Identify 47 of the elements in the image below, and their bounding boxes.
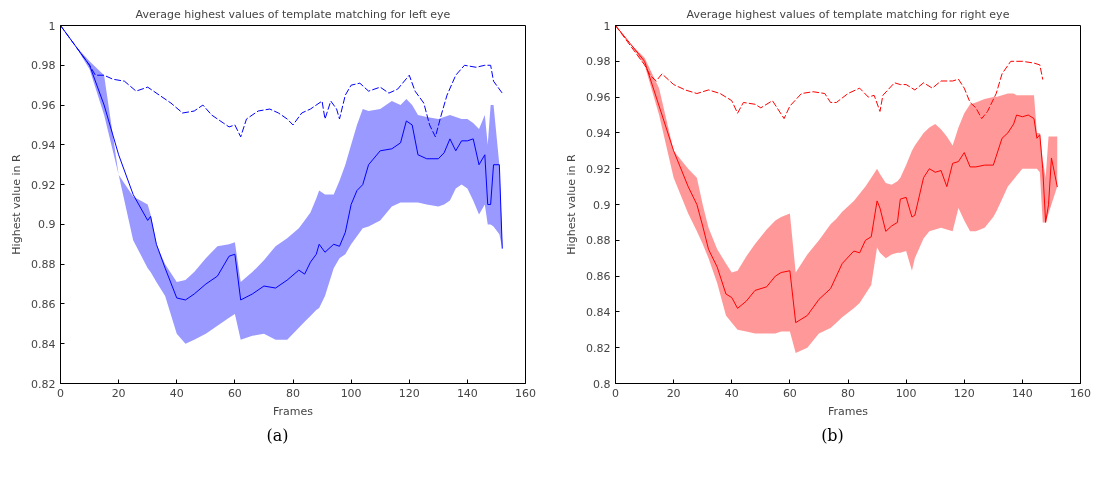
y-tick-label: 0.98 xyxy=(586,55,611,69)
x-tick-label: 100 xyxy=(895,386,917,400)
y-tick-label: 0.96 xyxy=(586,91,611,105)
chart-title: Average highest values of template matching for right eye xyxy=(686,7,1010,21)
y-axis-title: Highest value in R xyxy=(10,153,24,255)
x-tick-label: 60 xyxy=(782,386,797,400)
y-tick-label: 0.9 xyxy=(38,218,56,232)
y-tick-label: 0.84 xyxy=(586,305,611,319)
x-tick-label: 20 xyxy=(666,386,681,400)
y-tick-label: 0.96 xyxy=(31,99,56,113)
x-tick-label: 120 xyxy=(953,386,975,400)
x-tick-label: 40 xyxy=(169,386,184,400)
y-tick-label: 0.84 xyxy=(31,337,56,351)
x-tick-label: 40 xyxy=(724,386,739,400)
y-tick-label: 1 xyxy=(603,19,611,33)
y-tick-label: 0.98 xyxy=(31,59,56,73)
y-tick-label: 0.92 xyxy=(586,162,611,176)
x-tick-label: 0 xyxy=(612,386,619,400)
x-tick-label: 100 xyxy=(340,386,362,400)
x-tick-label: 20 xyxy=(111,386,126,400)
y-tick-label: 0.94 xyxy=(586,126,611,140)
x-tick-label: 0 xyxy=(57,386,64,400)
y-tick-label: 0.82 xyxy=(586,341,611,355)
y-tick-label: 0.88 xyxy=(31,258,56,272)
y-tick-label: 0.9 xyxy=(593,198,611,212)
y-tick-label: 0.82 xyxy=(31,377,56,391)
x-tick-label: 140 xyxy=(1011,386,1033,400)
text: (a) xyxy=(266,425,289,447)
x-axis-title: Frames xyxy=(273,404,314,418)
x-tick-label: 140 xyxy=(456,386,478,400)
y-tick-label: 0.94 xyxy=(31,138,56,152)
y-axis-title: Highest value in R xyxy=(565,153,579,255)
x-tick-label: 160 xyxy=(515,386,536,400)
y-tick-label: 0.86 xyxy=(586,270,611,284)
x-tick-label: 120 xyxy=(398,386,420,400)
x-axis-title: Frames xyxy=(828,404,869,418)
chart-title: Average highest values of template matching for left eye xyxy=(135,7,451,21)
y-tick-label: 0.88 xyxy=(586,234,611,248)
y-tick-label: 1 xyxy=(48,19,56,33)
text: (b) xyxy=(821,425,844,447)
x-tick-label: 80 xyxy=(286,386,300,400)
y-tick-label: 0.92 xyxy=(31,178,56,192)
x-tick-label: 60 xyxy=(227,386,242,400)
y-tick-label: 0.86 xyxy=(31,297,56,311)
x-tick-label: 160 xyxy=(1070,386,1091,400)
y-tick-label: 0.8 xyxy=(593,377,611,391)
x-tick-label: 80 xyxy=(841,386,855,400)
